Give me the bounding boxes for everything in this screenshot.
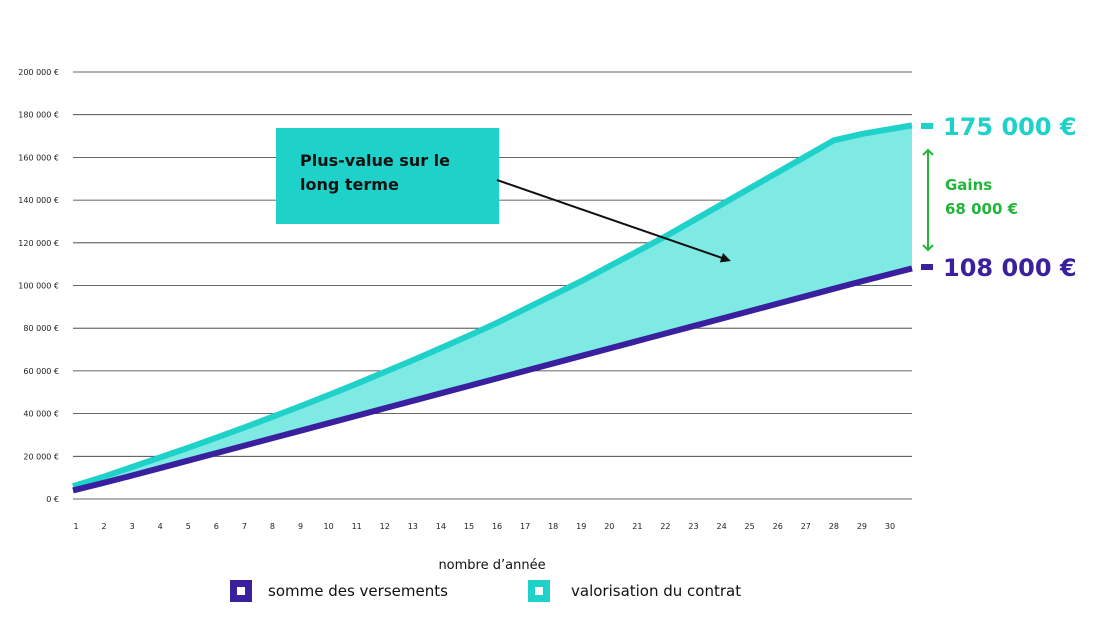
- callout-arrow: [496, 179, 731, 263]
- series-layer: [72, 122, 913, 494]
- x-tick-label: 27: [801, 522, 811, 531]
- x-tick-label: 3: [130, 522, 135, 531]
- x-tick-label: 11: [352, 522, 362, 531]
- y-tick-label: 40 000 €: [23, 410, 59, 419]
- x-tick-label: 13: [408, 522, 418, 531]
- legend-item-valorisation: valorisation du contrat: [528, 580, 741, 602]
- legend-item-versements: somme des versements: [230, 580, 448, 602]
- y-tick-label: 160 000 €: [18, 153, 59, 162]
- x-tick-label: 25: [745, 522, 755, 531]
- gain-value: 68 000 €: [945, 200, 1018, 218]
- y-tick-label: 20 000 €: [23, 452, 59, 461]
- series-line-valorisation: [72, 122, 913, 490]
- x-tick-label: 21: [632, 522, 642, 531]
- x-tick-label: 29: [857, 522, 867, 531]
- y-tick-label: 60 000 €: [23, 367, 59, 376]
- x-tick-label: 30: [885, 522, 895, 531]
- x-tick-label: 20: [604, 522, 614, 531]
- x-tick-label: 23: [688, 522, 698, 531]
- x-tick-label: 22: [660, 522, 670, 531]
- y-tick-label: 80 000 €: [23, 324, 59, 333]
- series-line-versements: [72, 265, 913, 494]
- callout-line-1: Plus-value sur le: [300, 151, 450, 170]
- x-tick-label: 1: [73, 522, 78, 531]
- x-tick-label: 26: [773, 522, 783, 531]
- x-tick-label: 28: [829, 522, 839, 531]
- legend-label-valorisation: valorisation du contrat: [571, 582, 741, 600]
- x-axis-ticks: 1 2 3 4 5 6 7 8 9 10 11 12 13 14 15 16 17 18 19 20 21 22 23 24 2…: [73, 522, 895, 531]
- x-tick-label: 15: [464, 522, 474, 531]
- x-tick-label: 9: [298, 522, 303, 531]
- x-tick-label: 2: [102, 522, 107, 531]
- legend-swatch-inner-valorisation: [535, 587, 543, 595]
- x-tick-label: 24: [716, 522, 726, 531]
- x-tick-label: 12: [380, 522, 390, 531]
- y-tick-label: 140 000 €: [18, 196, 59, 205]
- y-axis-ticks: 0 € 20 000 € 40 000 € 60 000 € 80 000 € 100 0…: [18, 68, 59, 504]
- y-tick-label: 0 €: [46, 495, 59, 504]
- x-tick-label: 7: [242, 522, 247, 531]
- x-tick-label: 19: [576, 522, 586, 531]
- legend: somme des versements valorisation du con…: [230, 580, 741, 602]
- y-tick-label: 100 000 €: [18, 282, 59, 291]
- x-tick-label: 10: [324, 522, 334, 531]
- x-tick-label: 17: [520, 522, 530, 531]
- legend-swatch-inner-versements: [237, 587, 245, 595]
- bottom-value-label: 108 000 €: [943, 254, 1077, 282]
- y-tick-label: 180 000 €: [18, 111, 59, 120]
- y-tick-label: 120 000 €: [18, 239, 59, 248]
- legend-label-versements: somme des versements: [268, 582, 448, 600]
- x-tick-label: 16: [492, 522, 502, 531]
- x-tick-label: 8: [270, 522, 275, 531]
- callout-line-2: long terme: [300, 175, 399, 194]
- x-axis-label: nombre d’année: [438, 558, 545, 573]
- x-tick-label: 5: [186, 522, 191, 531]
- gain-title: Gains: [945, 176, 992, 194]
- callout-box: [276, 128, 499, 224]
- y-tick-label: 200 000 €: [18, 68, 59, 77]
- top-value-label: 175 000 €: [943, 113, 1077, 141]
- x-tick-label: 6: [214, 522, 219, 531]
- bottom-value-dash: [921, 264, 933, 270]
- x-tick-label: 14: [436, 522, 446, 531]
- top-value-dash: [921, 123, 933, 129]
- x-tick-label: 4: [158, 522, 163, 531]
- x-tick-label: 18: [548, 522, 558, 531]
